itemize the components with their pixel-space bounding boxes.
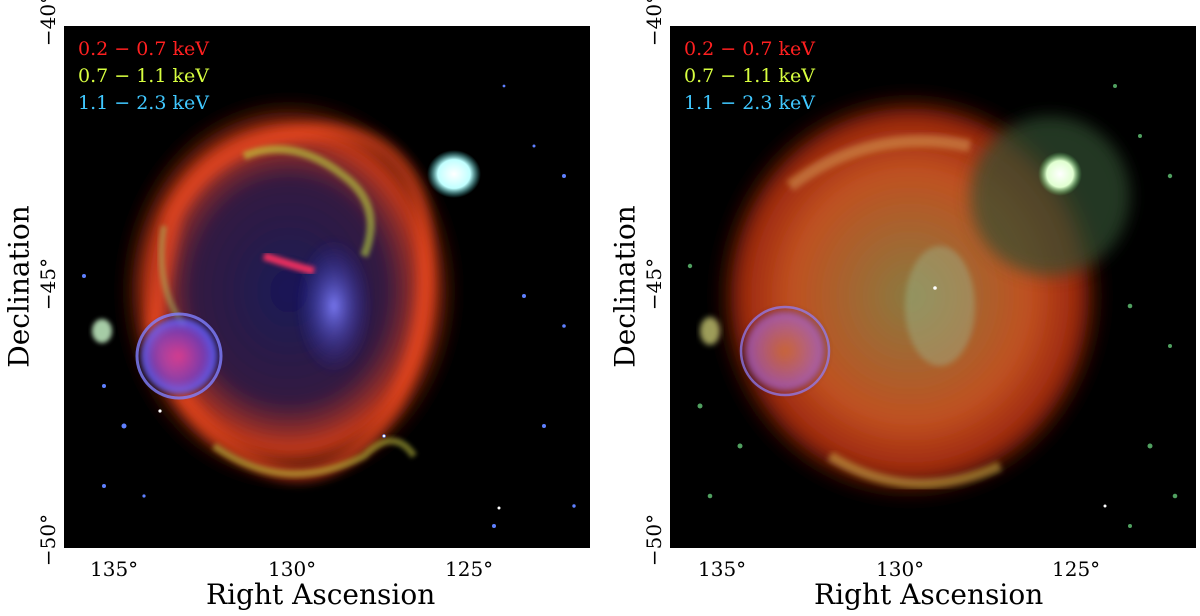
legend-soft-band: 0.2 − 0.7 keV <box>78 38 209 60</box>
x-tick-label: 130° <box>876 557 925 581</box>
y-tick-label: −45° <box>642 257 667 311</box>
y-tick-label: −40° <box>642 0 667 47</box>
x-tick-label: 130° <box>268 557 317 581</box>
y-tick-label: −50° <box>36 513 61 567</box>
right-panel: 0.2 − 0.7 keV 0.7 − 1.1 keV 1.1 − 2.3 ke… <box>600 0 1200 616</box>
y-tick-label: −40° <box>36 0 61 47</box>
star-field <box>82 84 576 528</box>
supernova-remnant-image <box>82 84 576 528</box>
legend-hard-band: 1.1 − 2.3 keV <box>78 92 209 114</box>
x-tick-label: 135° <box>90 557 139 581</box>
y-axis-label: Declination <box>608 205 642 368</box>
star-field <box>687 84 1178 528</box>
xray-image-right: 0.2 − 0.7 keV 0.7 − 1.1 keV 1.1 − 2.3 ke… <box>670 26 1196 548</box>
left-panel: 0.2 − 0.7 keV 0.7 − 1.1 keV 1.1 − 2.3 ke… <box>2 0 590 611</box>
x-tick-label: 125° <box>445 557 494 581</box>
x-axis-label: Right Ascension <box>206 578 436 611</box>
legend-medium-band: 0.7 − 1.1 keV <box>684 65 815 87</box>
supernova-remnant-image <box>687 84 1178 528</box>
xray-image-left: 0.2 − 0.7 keV 0.7 − 1.1 keV 1.1 − 2.3 ke… <box>64 26 590 548</box>
legend-medium-band: 0.7 − 1.1 keV <box>78 65 209 87</box>
energy-band-legend: 0.2 − 0.7 keV 0.7 − 1.1 keV 1.1 − 2.3 ke… <box>684 36 815 117</box>
legend-hard-band: 1.1 − 2.3 keV <box>684 92 815 114</box>
y-tick-label: −50° <box>642 513 667 567</box>
x-tick-label: 125° <box>1052 557 1101 581</box>
y-axis-label: Declination <box>2 205 36 368</box>
x-axis-label: Right Ascension <box>814 578 1044 611</box>
y-tick-label: −45° <box>36 257 61 311</box>
x-tick-label: 135° <box>698 557 747 581</box>
energy-band-legend: 0.2 − 0.7 keV 0.7 − 1.1 keV 1.1 − 2.3 ke… <box>78 36 209 117</box>
legend-soft-band: 0.2 − 0.7 keV <box>684 38 815 60</box>
